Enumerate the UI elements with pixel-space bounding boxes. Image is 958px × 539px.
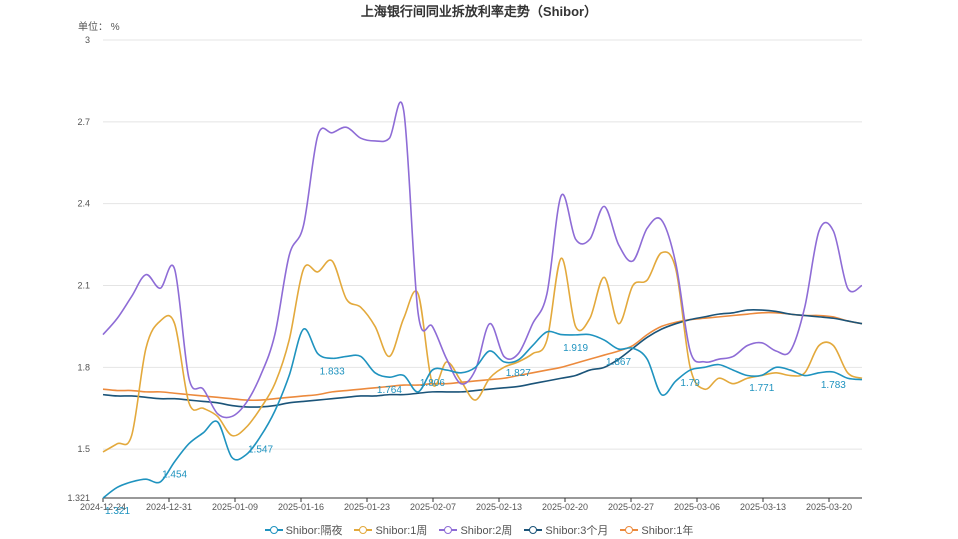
data-label: 1.771	[749, 383, 774, 394]
y-tick-label: 2.1	[77, 281, 90, 291]
x-tick-label: 2025-02-27	[608, 502, 654, 512]
y-tick-label: 1.8	[77, 362, 90, 372]
y-tick-label: 2.4	[77, 199, 90, 209]
legend-item[interactable]: Shibor:1周	[354, 522, 427, 538]
legend-item[interactable]: Shibor:1年	[620, 522, 693, 538]
legend-swatch-icon	[354, 525, 373, 535]
series-line-4	[102, 311, 863, 402]
data-label: 1.79	[680, 378, 700, 389]
x-tick-label: 2025-02-07	[410, 502, 456, 512]
series-line-0	[102, 328, 863, 499]
x-tick-label: 2025-01-09	[212, 502, 258, 512]
y-tick-label: 2.7	[77, 117, 90, 127]
y-tick-label: 3	[85, 35, 90, 45]
x-tick-label: 2025-03-20	[806, 502, 852, 512]
legend-swatch-icon	[620, 525, 639, 535]
x-tick-label: 2024-12-31	[146, 502, 192, 512]
legend-swatch-icon	[439, 525, 458, 535]
x-tick-label: 2025-01-23	[344, 502, 390, 512]
x-tick-label: 2025-02-13	[476, 502, 522, 512]
legend-swatch-icon	[264, 525, 283, 535]
legend-label: Shibor:隔夜	[285, 525, 343, 537]
data-label: 1.764	[377, 385, 402, 396]
data-label: 1.321	[105, 506, 130, 517]
series-line-2	[102, 101, 863, 419]
chart-title: 上海银行间同业拆放利率走势（Shibor）	[360, 4, 598, 19]
series-line-1	[102, 251, 863, 453]
legend-swatch-icon	[524, 525, 543, 535]
legend-label: Shibor:1年	[641, 525, 694, 537]
data-label: 1.827	[506, 368, 531, 379]
x-tick-label: 2025-01-16	[278, 502, 324, 512]
data-label: 1.806	[420, 378, 445, 389]
x-tick-label: 2025-03-06	[674, 502, 720, 512]
x-tick-label: 2025-03-13	[740, 502, 786, 512]
legend-label: Shibor:2周	[460, 525, 513, 537]
chart-legend: Shibor:隔夜 Shibor:1周 Shibor:2周 Shibor:3个月 Shi…	[0, 522, 958, 538]
legend-label: Shibor:1周	[375, 525, 428, 537]
legend-label: Shibor:3个月	[545, 525, 609, 537]
data-label: 1.547	[248, 444, 273, 455]
legend-item[interactable]: Shibor:2周	[439, 522, 512, 538]
y-tick-label: 1.5	[77, 444, 90, 454]
data-label: 1.454	[162, 470, 187, 481]
legend-item[interactable]: Shibor:隔夜	[264, 522, 343, 538]
data-label: 1.833	[320, 366, 345, 377]
legend-item[interactable]: Shibor:3个月	[524, 522, 608, 538]
data-label: 1.783	[821, 380, 846, 391]
y-tick-label: 1.321	[67, 493, 90, 503]
data-label: 1.919	[563, 343, 588, 354]
y-axis-unit-label: 单位： %	[78, 22, 120, 33]
x-tick-label: 2024-12-24	[80, 502, 126, 512]
x-tick-label: 2025-02-20	[542, 502, 588, 512]
data-label: 1.867	[606, 357, 631, 368]
